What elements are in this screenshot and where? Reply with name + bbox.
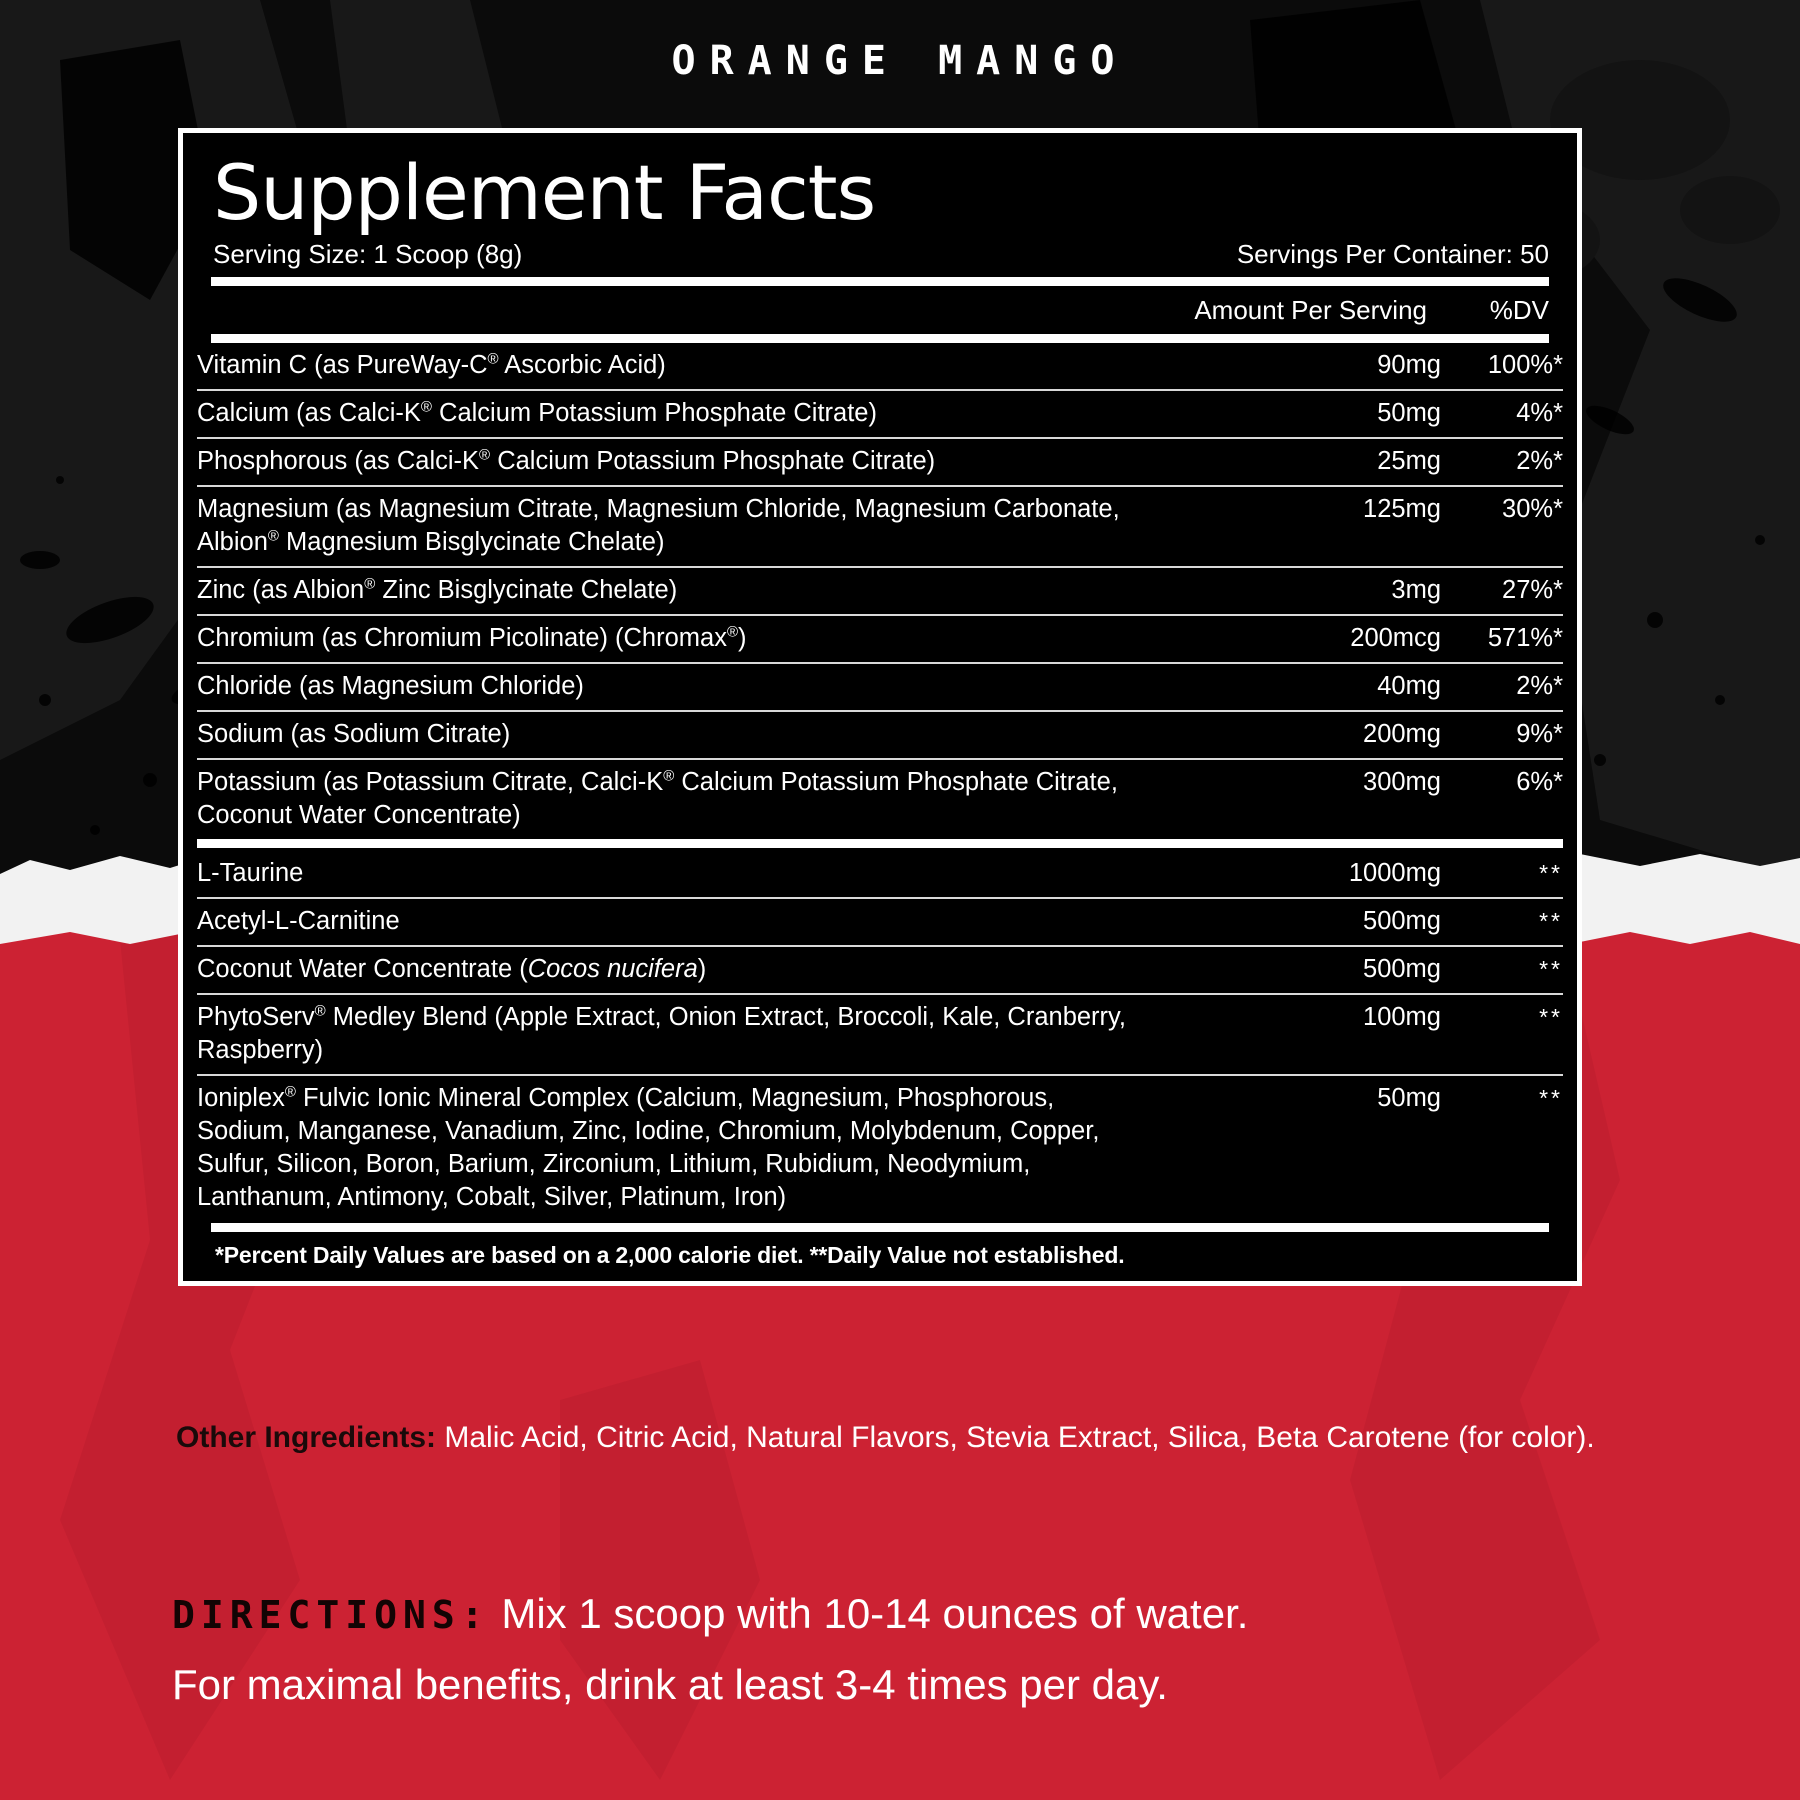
footnote-text: *Percent Daily Values are based on a 2,0… [215,1242,1125,1268]
other-ingredients-label: Other Ingredients: [176,1421,437,1454]
other-ingredients: Other Ingredients: Malic Acid, Citric Ac… [176,1418,1616,1458]
nutrient-name: Magnesium (as Magnesium Citrate, Magnesi… [197,485,1141,567]
nutrient-amount: 25mg [1141,437,1441,486]
nutrient-daily-value: ** [1441,1074,1563,1221]
nutrient-daily-value: 100%* [1487,351,1563,379]
nutrient-amount: 500mg [1141,945,1441,994]
table-row: PhytoServ® Medley Blend (Apple Extract, … [197,993,1563,1075]
table-row: L-Taurine 1000mg ** [197,839,1563,898]
table-row: Zinc (as Albion® Zinc Bisglycinate Chela… [197,566,1563,615]
servings-per-container: Servings Per Container: 50 [1236,239,1549,269]
nutrient-amount: 3mg [1141,566,1441,615]
serving-info-row: Serving Size: 1 Scoop (8g) Servings Per … [197,237,1563,277]
table-row: Ioniplex® Fulvic Ionic Mineral Complex (… [197,1074,1563,1221]
nutrient-daily-value: ** [1441,945,1563,994]
nutrient-name: PhytoServ® Medley Blend (Apple Extract, … [197,993,1141,1075]
nutrient-amount: 125mg [1141,485,1441,567]
table-row: Chloride (as Magnesium Chloride) 40mg 2%* [197,662,1563,711]
nutrient-daily-value: 2%* [1441,437,1563,486]
nutrient-amount: 100mg [1141,993,1441,1075]
flavor-title: ORANGE MANGO [671,38,1129,84]
nutrient-name: Phosphorous (as Calci-K® Calcium Potassi… [197,437,1141,486]
nutrient-name: Vitamin C (as PureWay-C® Ascorbic Acid) [197,350,666,379]
directions-line-2: For maximal benefits, drink at least 3-4… [172,1661,1168,1708]
supplement-facts-panel: Supplement Facts Serving Size: 1 Scoop (… [178,128,1582,1286]
nutrient-name: Coconut Water Concentrate (Cocos nucifer… [197,945,1141,994]
nutrient-name: Chromium (as Chromium Picolinate) (Chrom… [197,614,1141,663]
nutrient-name: Potassium (as Potassium Citrate, Calci-K… [197,758,1141,839]
nutrient-name: L-Taurine [197,839,1141,898]
nutrient-amount: 40mg [1141,662,1441,711]
other-ingredients-text: Malic Acid, Citric Acid, Natural Flavors… [436,1421,1595,1454]
nutrient-name: Acetyl-L-Carnitine [197,897,1141,946]
nutrient-amount: 300mg [1141,758,1441,839]
serving-size: Serving Size: 1 Scoop (8g) [213,239,523,269]
header-spacer [213,290,1127,330]
table-row: Sodium (as Sodium Citrate) 200mg 9%* [197,710,1563,759]
table-row: Calcium (as Calci-K® Calcium Potassium P… [197,389,1563,438]
directions-label: DIRECTIONS: [172,1593,490,1637]
nutrient-daily-value: 6%* [1441,758,1563,839]
table-row: Coconut Water Concentrate (Cocos nucifer… [197,945,1563,994]
table-row: Acetyl-L-Carnitine 500mg ** [197,897,1563,946]
nutrient-name: Chloride (as Magnesium Chloride) [197,662,1141,711]
nutrient-daily-value: 27%* [1441,566,1563,615]
nutrient-daily-value: ** [1441,993,1563,1075]
blend-table: L-Taurine 1000mg ** Acetyl-L-Carnitine 500mg… [197,839,1563,1221]
nutrient-amount: 200mcg [1141,614,1441,663]
table-row: Vitamin C (as PureWay-C® Ascorbic Acid) 9… [197,343,1563,390]
divider-thick-top [211,277,1549,286]
nutrient-name: Calcium (as Calci-K® Calcium Potassium P… [197,389,1141,438]
nutrients-table: Vitamin C (as PureWay-C® Ascorbic Acid) 9… [197,343,1563,839]
table-row: Potassium (as Potassium Citrate, Calci-K… [197,758,1563,839]
nutrient-daily-value: ** [1441,897,1563,946]
nutrient-amount: 50mg [1141,389,1441,438]
nutrient-amount: 50mg [1141,1074,1441,1221]
divider-thick-bottom [211,1223,1549,1232]
nutrient-daily-value: 571%* [1441,614,1563,663]
directions-text-1: Mix 1 scoop with 10-14 ounces of water. [489,1590,1249,1637]
column-header-amount: Amount Per Serving [1194,295,1427,325]
nutrient-name: Sodium (as Sodium Citrate) [197,710,1141,759]
nutrient-amount: 500mg [1141,897,1441,946]
nutrient-amount: 1000mg [1141,839,1441,898]
nutrient-name: Ioniplex® Fulvic Ionic Mineral Complex (… [197,1074,1141,1221]
column-header-dv: %DV [1489,295,1549,325]
page-title: Supplement Facts [213,148,876,237]
nutrient-daily-value: ** [1441,839,1563,898]
table-row: Chromium (as Chromium Picolinate) (Chrom… [197,614,1563,663]
nutrient-daily-value: 4%* [1441,389,1563,438]
column-header-row: Amount Per Serving %DV [197,286,1563,334]
nutrient-amount: 200mg [1141,710,1441,759]
divider-thick-header [211,334,1549,343]
nutrient-daily-value: 9%* [1441,710,1563,759]
table-row: Phosphorous (as Calci-K® Calcium Potassi… [197,437,1563,486]
table-row: Magnesium (as Magnesium Citrate, Magnesi… [197,485,1563,567]
nutrient-amount: 90mg [1377,351,1441,379]
nutrient-daily-value: 2%* [1441,662,1563,711]
nutrient-daily-value: 30%* [1441,485,1563,567]
directions-line-1: DIRECTIONS: Mix 1 scoop with 10-14 ounce… [172,1585,1632,1644]
nutrient-name: Zinc (as Albion® Zinc Bisglycinate Chela… [197,566,1141,615]
directions-block: DIRECTIONS: Mix 1 scoop with 10-14 ounce… [172,1585,1632,1714]
